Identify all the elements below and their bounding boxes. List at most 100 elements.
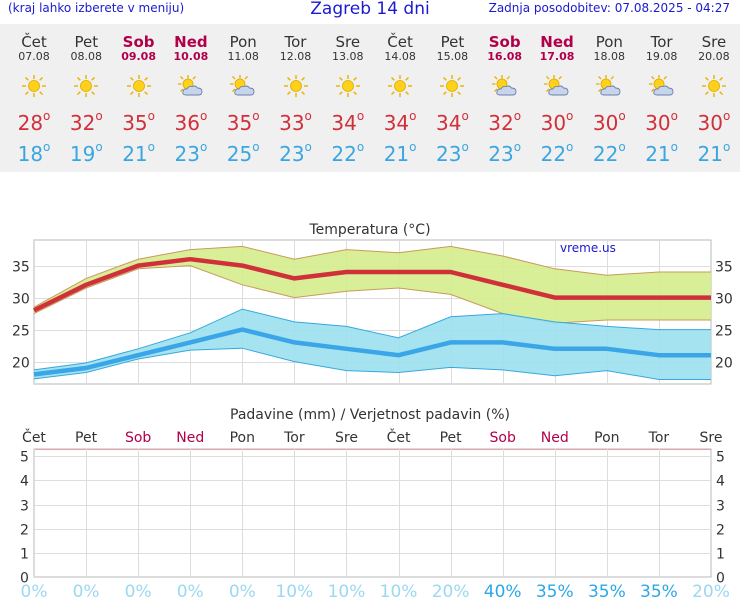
temp-max: 30o <box>645 109 678 135</box>
temp-min: 23o <box>174 140 208 166</box>
sun-icon <box>125 74 153 98</box>
temp-max: 28o <box>17 109 51 135</box>
precipitation-probability-label: 35% <box>588 582 626 600</box>
sun-icon <box>386 74 414 98</box>
temp-min-value: 23 <box>279 142 305 166</box>
temp-min-value: 23 <box>488 142 514 166</box>
precipitation-x-tick: Čet <box>22 428 46 446</box>
day-name: Ned <box>540 33 574 51</box>
temp-max: 33o <box>279 109 312 135</box>
precipitation-x-tick: Tor <box>283 430 305 446</box>
temp-min-value: 22 <box>592 142 619 166</box>
precipitation-probability-label: 20% <box>692 582 730 600</box>
precipitation-plot-area <box>33 448 712 578</box>
temp-max-value: 30 <box>540 111 567 135</box>
precipitation-y-tick: 3 <box>20 499 29 515</box>
temp-max-value: 32 <box>488 111 514 135</box>
day-date: 08.08 <box>70 50 103 63</box>
precipitation-probability-label: 10% <box>328 582 366 600</box>
sun-icon <box>438 74 466 98</box>
precipitation-x-tick: Tor <box>648 430 670 446</box>
temp-min-value: 21 <box>122 142 148 166</box>
temp-max-value: 30 <box>592 111 619 135</box>
sun-icon <box>700 74 728 98</box>
temp-max: 34o <box>331 109 365 135</box>
day-name: Tor <box>284 33 307 51</box>
sun-cloud-icon <box>229 74 257 98</box>
precipitation-y-tick: 4 <box>20 474 29 490</box>
sun-cloud-icon <box>543 74 571 98</box>
max-temperature-line <box>33 256 711 313</box>
precipitation-probability-label: 10% <box>275 582 313 600</box>
temp-min-value: 25 <box>226 142 253 166</box>
precipitation-probability-label: 0% <box>21 582 48 600</box>
temp-max: 35o <box>122 109 155 135</box>
precipitation-y-tick-right: 1 <box>716 547 725 563</box>
temp-max: 34o <box>435 109 469 135</box>
day-name: Pon <box>229 33 257 51</box>
header-bar: (kraj lahko izberete v meniju) Zagreb 14… <box>0 0 740 24</box>
sun-icon <box>72 74 100 98</box>
min-temperature-range-band <box>34 309 711 380</box>
precipitation-y-tick-right: 3 <box>716 499 725 515</box>
temp-min: 19o <box>69 140 103 166</box>
day-name: Pet <box>440 33 465 51</box>
temp-max-value: 35 <box>226 111 253 135</box>
temp-min: 22o <box>592 140 626 166</box>
day-name: Sob <box>488 33 521 51</box>
min-temperature-line <box>33 327 711 377</box>
day-date: 20.08 <box>698 50 730 63</box>
precipitation-y-tick: 2 <box>20 523 29 539</box>
temp-min: 21o <box>645 140 678 166</box>
temp-min: 22o <box>331 140 365 166</box>
temp-min: 21o <box>697 140 731 166</box>
temp-min-value: 23 <box>174 142 200 166</box>
last-updated: Zadnja posodobitev: 07.08.2025 - 04:27 <box>488 1 730 15</box>
temperature-y-tick-right: 25 <box>715 324 733 340</box>
precipitation-probability-label: 0% <box>177 582 204 600</box>
precipitation-probability-label: 35% <box>640 582 678 600</box>
temperature-y-tick: 35 <box>12 260 30 276</box>
precipitation-probability-label: 0% <box>229 582 256 600</box>
temp-max-value: 34 <box>435 111 462 135</box>
temp-max: 36o <box>174 109 208 135</box>
temp-max: 30o <box>592 109 626 135</box>
temp-max-value: 34 <box>331 111 357 135</box>
temp-max: 30o <box>697 109 731 135</box>
temp-max: 30o <box>540 109 574 135</box>
precipitation-x-tick: Sob <box>125 430 151 446</box>
precipitation-x-tick: Ned <box>541 430 569 446</box>
precipitation-y-tick: 0 <box>20 571 29 587</box>
day-date: 12.08 <box>279 50 312 63</box>
precipitation-x-tick: Sre <box>335 430 358 446</box>
max-temperature-range-band-upper-edge <box>33 245 711 308</box>
precipitation-x-tick: Sre <box>700 430 723 446</box>
temp-max-value: 28 <box>17 111 44 135</box>
daily-forecast-strip: Čet 07.08 28o 18o Pet 08.08 32o 19o Sob 09.08 35o 2… <box>0 24 740 172</box>
day-name: Sob <box>122 33 155 51</box>
min-temperature-range-band-upper-edge <box>33 308 711 371</box>
day-date: 13.08 <box>332 50 364 63</box>
temp-min: 21o <box>383 140 417 166</box>
temp-min: 22o <box>540 140 574 166</box>
day-name: Pet <box>74 33 99 51</box>
day-name: Tor <box>650 33 673 51</box>
day-name: Sre <box>335 33 361 51</box>
temp-max: 35o <box>226 109 260 135</box>
temp-min: 25o <box>226 140 260 166</box>
sun-icon <box>282 74 310 98</box>
precipitation-x-tick: Sob <box>490 430 516 446</box>
temp-max-value: 33 <box>279 111 305 135</box>
sun-icon <box>334 74 362 98</box>
page-title: Zagreb 14 dni <box>310 0 430 19</box>
location-menu-hint[interactable]: (kraj lahko izberete v meniju) <box>8 1 185 15</box>
sun-cloud-icon <box>595 74 623 98</box>
day-date: 11.08 <box>227 50 259 63</box>
day-date: 18.08 <box>593 50 626 63</box>
precipitation-y-tick-right: 5 <box>716 450 725 466</box>
temp-min-value: 21 <box>697 142 723 166</box>
precipitation-y-tick: 1 <box>20 547 29 563</box>
temp-max: 32o <box>488 109 522 135</box>
precipitation-y-tick-right: 2 <box>716 523 725 539</box>
